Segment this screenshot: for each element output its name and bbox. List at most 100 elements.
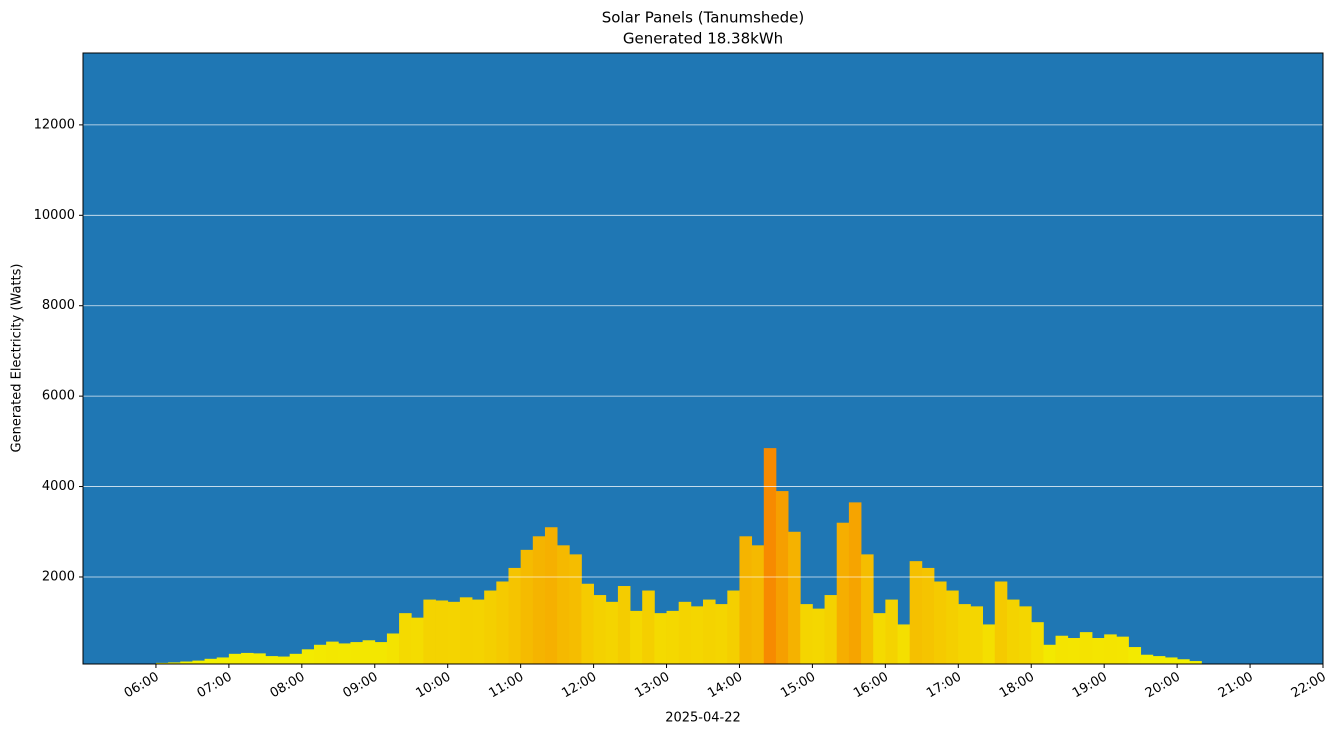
bar (472, 599, 485, 664)
bar (386, 633, 400, 664)
bar (1104, 634, 1117, 664)
bar (970, 606, 984, 664)
bar (848, 502, 862, 664)
bar (775, 491, 789, 664)
bar (423, 599, 436, 664)
bar (1177, 659, 1190, 664)
bar (593, 595, 607, 664)
bar (678, 601, 692, 664)
bar (1092, 638, 1105, 664)
bar (338, 643, 351, 664)
bar (192, 660, 205, 664)
bar (301, 649, 315, 664)
bar (1019, 606, 1032, 664)
bar (581, 583, 594, 664)
bar (508, 567, 522, 664)
bar (289, 653, 303, 664)
bar (277, 656, 291, 664)
bar (739, 536, 753, 664)
bar (313, 644, 327, 664)
bar (933, 581, 947, 664)
x-tick-label: 07:00 (195, 670, 235, 702)
bar (873, 613, 886, 664)
x-tick-label: 09:00 (341, 670, 381, 702)
bar (812, 608, 825, 664)
plot-background (83, 53, 1323, 664)
bar (715, 604, 728, 664)
x-tick-label: 13:00 (632, 670, 672, 702)
x-axis-label: 2025-04-22 (665, 711, 741, 726)
bar (484, 590, 497, 664)
bar (1043, 644, 1056, 664)
x-tick-label: 06:00 (122, 670, 162, 702)
bar (155, 662, 169, 664)
bar (958, 604, 971, 664)
bar (605, 601, 619, 664)
bar (1152, 656, 1166, 664)
bar (751, 545, 765, 664)
bar (1055, 635, 1069, 664)
x-tick-label: 21:00 (1216, 670, 1256, 702)
bar (690, 606, 704, 664)
y-tick-label: 4000 (42, 479, 75, 494)
bar (399, 613, 412, 664)
bar (241, 652, 254, 664)
bar (994, 581, 1008, 664)
bar (1128, 647, 1142, 664)
bar (897, 624, 911, 664)
y-tick-label: 12000 (34, 117, 75, 132)
chart-title: Solar Panels (Tanumshede) (602, 9, 805, 27)
x-tick-label: 10:00 (414, 670, 454, 702)
x-tick-label: 15:00 (778, 670, 818, 702)
bar (861, 554, 874, 664)
bar (921, 567, 935, 664)
bar (946, 590, 959, 664)
y-tick-label: 10000 (34, 208, 75, 223)
x-tick-label: 11:00 (486, 670, 526, 702)
bar (532, 536, 546, 664)
bar (1079, 632, 1093, 664)
bar (617, 586, 631, 664)
bar (763, 448, 777, 664)
bar (1031, 622, 1044, 664)
bar (253, 653, 266, 664)
bar (1164, 657, 1178, 664)
bar (654, 613, 667, 664)
x-tick-label: 12:00 (559, 670, 599, 702)
y-axis-label: Generated Electricity (Watts) (10, 264, 25, 453)
bar (885, 599, 898, 664)
bar (265, 656, 278, 664)
bar (204, 658, 218, 664)
bar (411, 617, 424, 664)
bar (447, 601, 461, 664)
y-tick-label: 8000 (42, 298, 75, 313)
bar (362, 640, 376, 664)
x-tick-label: 20:00 (1143, 670, 1183, 702)
bar (326, 641, 339, 664)
bar (1067, 638, 1081, 664)
bar (703, 599, 716, 664)
y-tick-label: 2000 (42, 569, 75, 584)
bar (459, 597, 473, 664)
bar (1140, 654, 1154, 664)
bar (642, 590, 655, 664)
bar (824, 595, 838, 664)
bar (788, 531, 801, 664)
plot-frame (82, 52, 1324, 665)
bar (228, 653, 242, 664)
x-tick-label: 08:00 (268, 670, 308, 702)
x-tick-label: 18:00 (997, 670, 1037, 702)
bar (350, 642, 364, 664)
bar (800, 604, 813, 664)
bar (909, 561, 923, 664)
chart-subtitle: Generated 18.38kWh (623, 30, 783, 48)
bar (180, 661, 193, 664)
bar (630, 610, 643, 664)
x-tick-label: 19:00 (1070, 670, 1110, 702)
bar (982, 624, 996, 664)
x-tick-label: 22:00 (1289, 670, 1329, 702)
bar (569, 554, 582, 664)
bar (168, 662, 181, 664)
bar (666, 610, 680, 664)
